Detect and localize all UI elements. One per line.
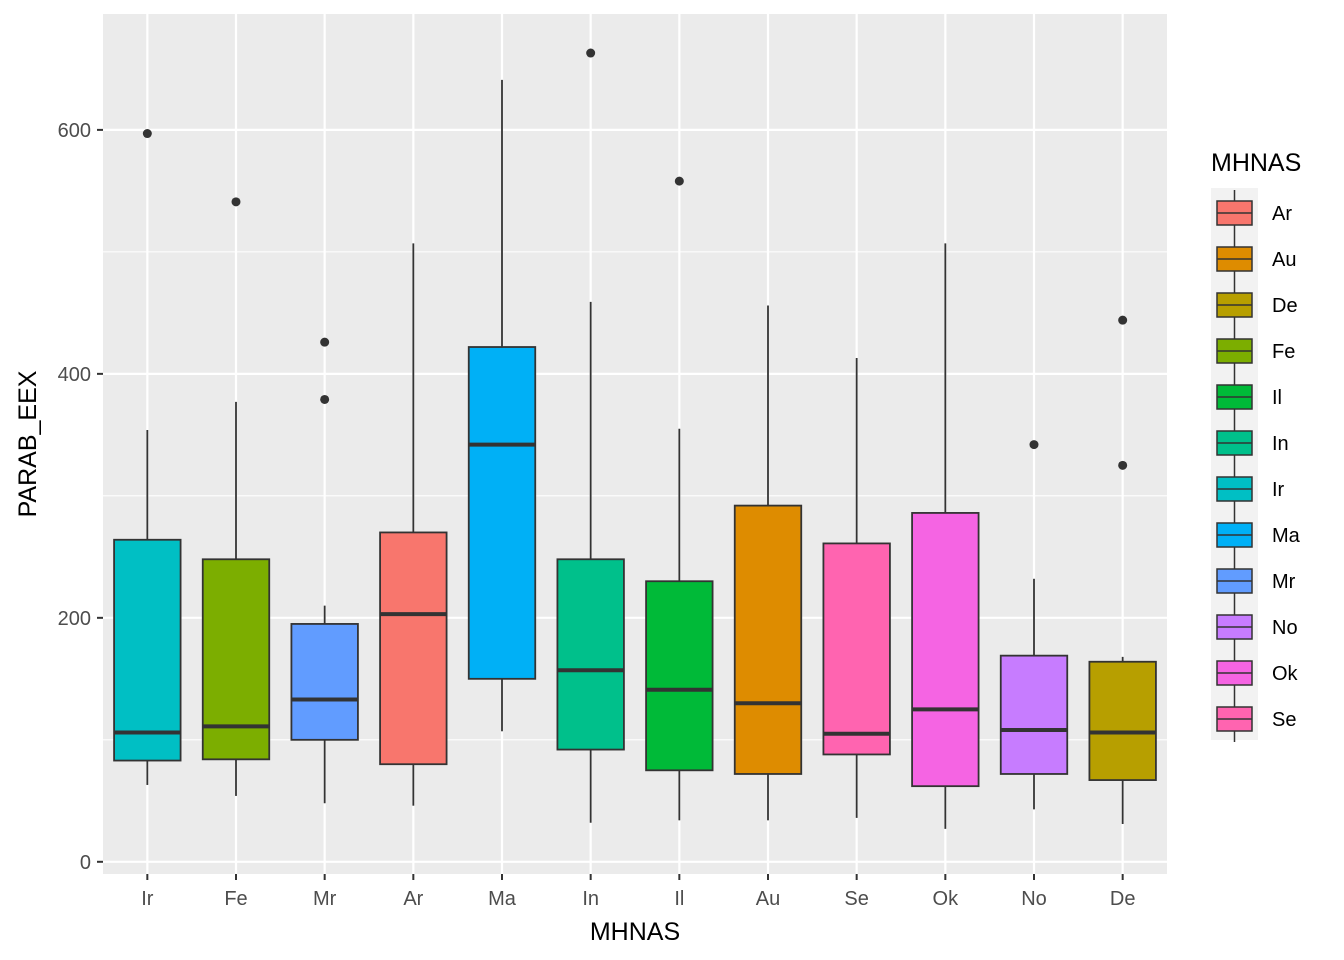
box-body xyxy=(999,654,1069,775)
x-tick-label: Ar xyxy=(403,888,423,910)
box-No xyxy=(999,440,1069,810)
legend-item-Fe: Fe xyxy=(1216,328,1295,374)
box-body xyxy=(911,512,980,788)
x-tick-label: Ok xyxy=(933,888,960,910)
outlier-point xyxy=(320,394,330,404)
legend-item-Au: Au xyxy=(1216,236,1296,282)
legend: MHNAS Ar Au De Fe Il In Ir Ma Mr No Ok Se xyxy=(1211,149,1301,742)
box-body xyxy=(556,558,625,751)
box-In xyxy=(556,48,625,823)
legend-label: Ok xyxy=(1272,663,1299,685)
box-body xyxy=(645,580,714,772)
outlier-point xyxy=(231,197,241,207)
legend-label: Fe xyxy=(1272,341,1295,363)
y-tick-label: 0 xyxy=(80,852,91,874)
y-axis: 0 200 400 600 xyxy=(58,120,103,874)
legend-item-Il: Il xyxy=(1216,374,1282,420)
legend-item-De: De xyxy=(1216,282,1298,328)
box-body xyxy=(822,542,891,756)
y-axis-title: PARAB_EEX xyxy=(14,370,42,517)
outlier-point xyxy=(1118,315,1128,325)
legend-label: Mr xyxy=(1272,571,1296,593)
x-tick-label: No xyxy=(1021,888,1047,910)
box-Ir xyxy=(113,129,182,785)
minor-gridlines xyxy=(103,251,1167,741)
x-tick-label: In xyxy=(582,888,599,910)
box-Au xyxy=(733,305,803,821)
outlier-point xyxy=(674,176,684,186)
box-body xyxy=(290,623,359,741)
x-axis-title: MHNAS xyxy=(590,918,680,946)
box-body xyxy=(733,504,803,775)
box-Ok xyxy=(911,243,980,829)
legend-title: MHNAS xyxy=(1211,149,1301,177)
y-tick-label: 400 xyxy=(58,364,91,386)
plot-panel xyxy=(103,14,1167,874)
outlier-point xyxy=(320,337,330,347)
y-tick-label: 600 xyxy=(58,120,91,142)
legend-item-Se: Se xyxy=(1216,696,1296,742)
x-tick-label: Il xyxy=(674,888,684,910)
x-tick-label: Au xyxy=(756,888,780,910)
box-body xyxy=(1088,660,1157,781)
x-tick-label: Ir xyxy=(141,888,154,910)
box-Se xyxy=(822,358,891,818)
legend-label: Ir xyxy=(1272,479,1285,501)
legend-label: Ma xyxy=(1272,525,1301,547)
x-tick-label: Se xyxy=(844,888,868,910)
outlier-point xyxy=(586,48,596,58)
box-body xyxy=(113,538,182,762)
x-tick-label: De xyxy=(1110,888,1136,910)
box-Fe xyxy=(201,197,271,796)
box-Mr xyxy=(290,337,359,804)
legend-item-Ar: Ar xyxy=(1216,190,1292,236)
outlier-point xyxy=(1029,440,1039,450)
boxes-layer xyxy=(113,48,1157,829)
y-tick-label: 200 xyxy=(58,608,91,630)
x-tick-label: Ma xyxy=(488,888,517,910)
legend-label: Il xyxy=(1272,387,1282,409)
x-tick-label: Fe xyxy=(224,888,247,910)
legend-label: De xyxy=(1272,295,1298,317)
legend-item-Ma: Ma xyxy=(1216,512,1301,558)
legend-label: No xyxy=(1272,617,1298,639)
box-body xyxy=(201,558,271,761)
box-body xyxy=(467,346,537,680)
legend-label: In xyxy=(1272,433,1289,455)
legend-item-Ir: Ir xyxy=(1216,466,1285,512)
box-Ma xyxy=(467,79,537,732)
legend-item-In: In xyxy=(1216,420,1289,466)
legend-label: Ar xyxy=(1272,203,1292,225)
box-Il xyxy=(645,176,714,821)
box-Ar xyxy=(379,243,448,806)
legend-item-Mr: Mr xyxy=(1216,558,1296,604)
box-De xyxy=(1088,315,1157,824)
legend-item-No: No xyxy=(1216,604,1298,650)
legend-label: Se xyxy=(1272,709,1296,731)
box-body xyxy=(379,531,448,766)
outlier-point xyxy=(1118,460,1128,470)
x-tick-label: Mr xyxy=(313,888,337,910)
legend-item-Ok: Ok xyxy=(1216,650,1299,696)
legend-label: Au xyxy=(1272,249,1296,271)
outlier-point xyxy=(142,129,152,139)
x-axis: Ir Fe Mr Ar Ma In Il Au Se Ok No De xyxy=(141,874,1135,910)
